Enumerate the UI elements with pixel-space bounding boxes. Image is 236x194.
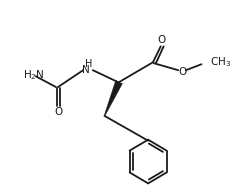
Text: H: H [85, 59, 93, 69]
Text: N: N [82, 65, 90, 75]
Text: O: O [54, 107, 63, 117]
Text: CH$_3$: CH$_3$ [210, 55, 232, 69]
Text: O: O [158, 36, 166, 45]
Text: O: O [178, 67, 186, 77]
Polygon shape [104, 81, 122, 116]
Text: H$_2$N: H$_2$N [23, 68, 45, 82]
